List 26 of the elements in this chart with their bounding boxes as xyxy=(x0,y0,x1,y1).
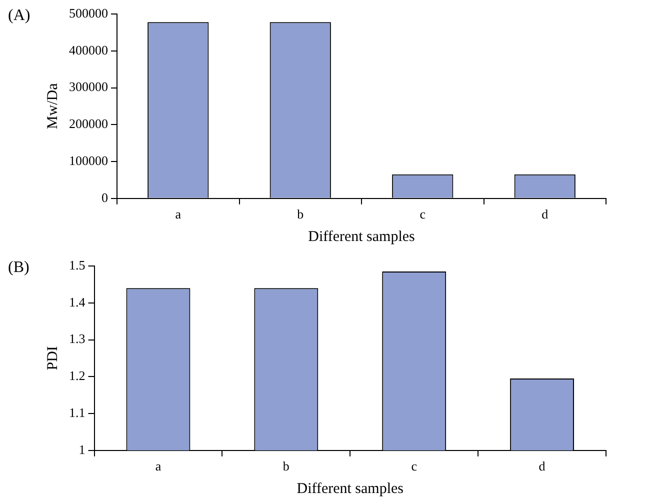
x-axis-title: Different samples xyxy=(308,228,416,245)
x-tick-label: b xyxy=(297,206,304,222)
x-axis-title: Different samples xyxy=(296,480,404,497)
y-tick-label: 1.4 xyxy=(69,294,86,310)
y-tick-label: 1 xyxy=(78,442,86,457)
y-tick-label: 0 xyxy=(102,190,108,205)
y-tick-label: 200000 xyxy=(69,116,108,132)
x-tick-label: b xyxy=(282,458,290,474)
y-tick-label: 1.2 xyxy=(69,368,86,384)
x-tick-label: c xyxy=(420,206,426,222)
y-tick-label: 1.1 xyxy=(69,404,86,420)
y-axis-title: Mw/Da xyxy=(44,82,61,130)
y-tick-label: 400000 xyxy=(69,42,108,58)
y-tick-label: 100000 xyxy=(69,152,108,168)
y-tick-label: 500000 xyxy=(69,5,108,20)
x-tick-label: d xyxy=(542,206,549,222)
y-tick-label: 1.3 xyxy=(69,331,86,346)
y-tick-label: 300000 xyxy=(69,79,108,94)
chart-title: (A) xyxy=(8,7,30,24)
y-axis-title: PDI xyxy=(44,346,61,370)
x-tick-label: d xyxy=(538,458,546,474)
x-tick-label: a xyxy=(155,458,162,474)
x-tick-label: a xyxy=(175,206,182,222)
x-tick-label: c xyxy=(411,458,418,474)
y-tick-label: 1.5 xyxy=(69,257,86,272)
chart-title: (B) xyxy=(8,259,30,276)
